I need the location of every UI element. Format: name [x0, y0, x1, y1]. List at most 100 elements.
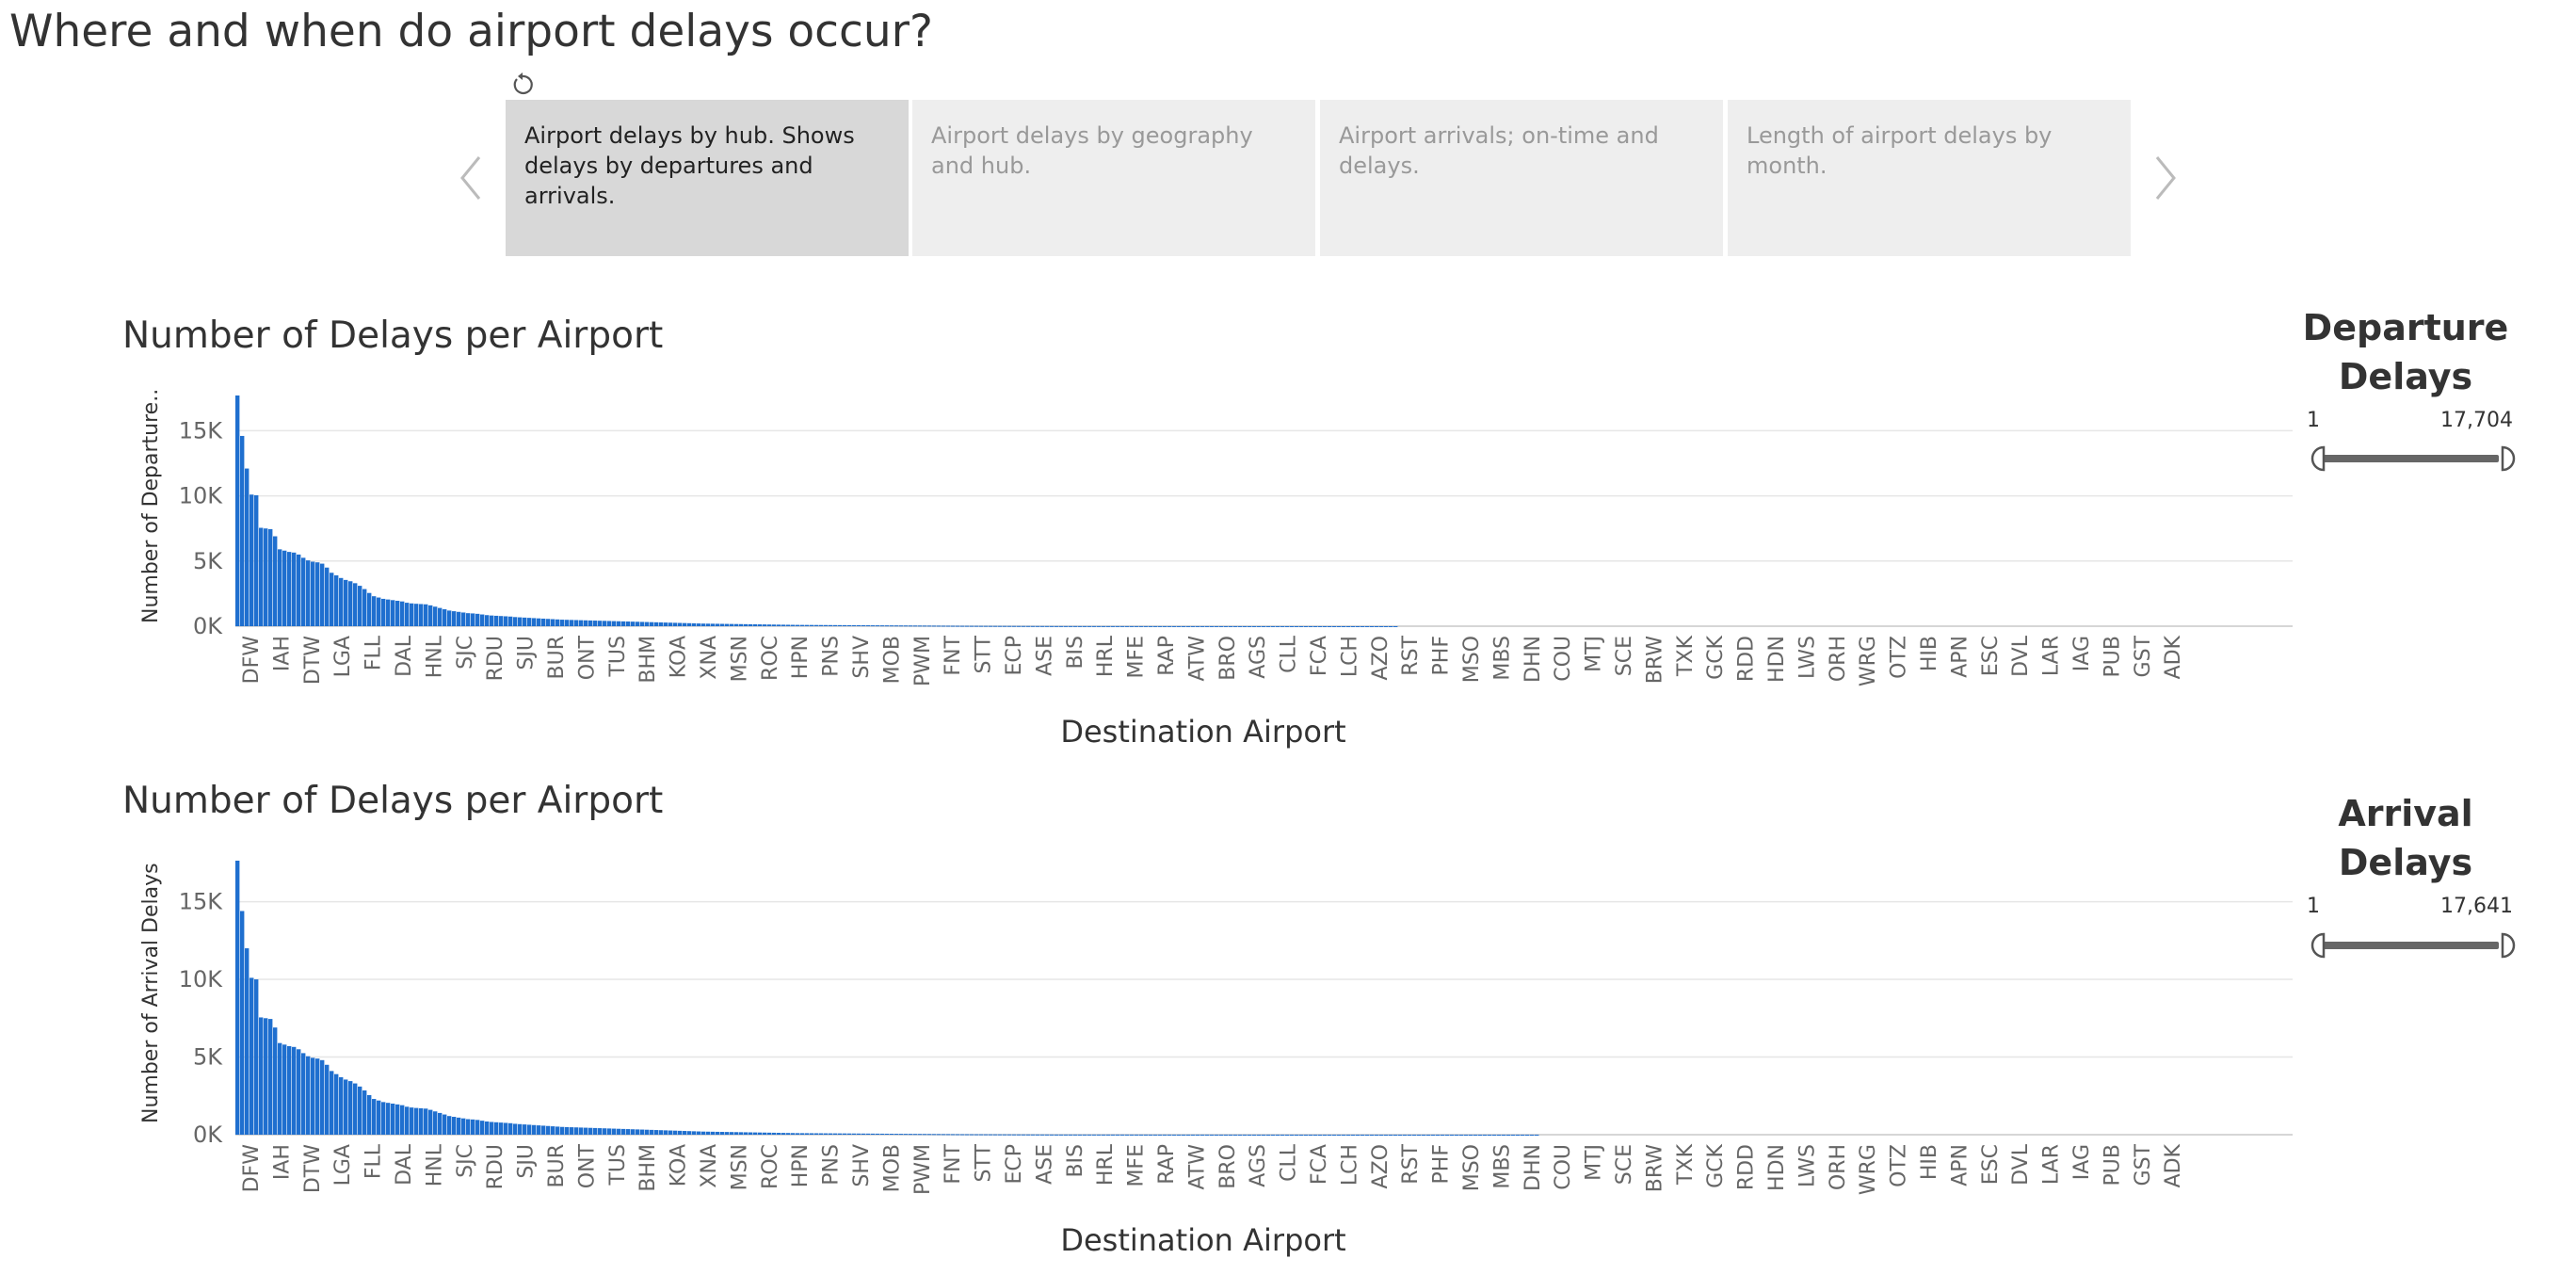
bar[interactable] [1040, 1134, 1045, 1136]
bar[interactable] [1295, 1134, 1299, 1136]
bar[interactable] [419, 604, 424, 626]
bar[interactable] [1360, 1134, 1365, 1136]
bar[interactable] [259, 1017, 264, 1135]
bar[interactable] [414, 604, 419, 626]
bar[interactable] [716, 623, 720, 626]
bar[interactable] [268, 1019, 273, 1135]
bar[interactable] [1022, 1134, 1026, 1136]
bar[interactable] [377, 1100, 381, 1135]
bar[interactable] [593, 1127, 598, 1135]
bar[interactable] [306, 1056, 311, 1135]
bar[interactable] [956, 1134, 960, 1136]
bar[interactable] [805, 1133, 810, 1135]
bar[interactable] [880, 1133, 885, 1135]
bar[interactable] [1120, 1134, 1125, 1136]
bar[interactable] [857, 1133, 861, 1135]
bar[interactable] [913, 625, 918, 627]
bar[interactable] [645, 621, 650, 626]
bar[interactable] [673, 622, 678, 626]
bar[interactable] [800, 624, 805, 626]
bar[interactable] [1059, 625, 1064, 627]
bar[interactable] [894, 625, 899, 627]
bar[interactable] [1064, 625, 1069, 627]
bar[interactable] [551, 619, 555, 626]
bar[interactable] [687, 1131, 692, 1135]
bar[interactable] [1200, 625, 1205, 627]
bar[interactable] [330, 1071, 334, 1135]
bar[interactable] [876, 625, 880, 627]
bar[interactable] [452, 611, 457, 626]
bar[interactable] [1229, 625, 1233, 627]
bar[interactable] [890, 1134, 894, 1136]
bar[interactable] [367, 592, 372, 626]
bar[interactable] [1422, 1134, 1426, 1136]
bar[interactable] [301, 1053, 306, 1135]
bar[interactable] [777, 624, 781, 626]
bar[interactable] [1262, 625, 1266, 627]
story-point-2[interactable]: Airport delays by geography and hub. [912, 100, 1315, 256]
bar[interactable] [1102, 1134, 1106, 1136]
bar[interactable] [1078, 625, 1083, 627]
bar[interactable] [518, 1123, 523, 1135]
bar[interactable] [1276, 1134, 1280, 1136]
bar[interactable] [1389, 625, 1393, 627]
bar[interactable] [1469, 1134, 1473, 1136]
bar[interactable] [598, 621, 603, 626]
bar[interactable] [254, 979, 259, 1135]
bar[interactable] [1205, 625, 1210, 627]
bar[interactable] [1233, 625, 1238, 627]
bar[interactable] [1059, 1134, 1064, 1136]
bar[interactable] [1408, 1134, 1412, 1136]
bar[interactable] [833, 1133, 838, 1135]
bar[interactable] [946, 1134, 951, 1136]
bar[interactable] [960, 1134, 965, 1136]
bar[interactable] [753, 1132, 758, 1135]
bar[interactable] [1521, 1134, 1525, 1136]
bar[interactable] [1092, 625, 1097, 627]
bar[interactable] [650, 621, 654, 626]
bar[interactable] [1224, 625, 1229, 627]
bar[interactable] [932, 625, 937, 627]
bar[interactable] [1360, 625, 1365, 627]
bar[interactable] [843, 624, 847, 626]
bar[interactable] [254, 494, 259, 626]
arrival-delays-min-handle[interactable] [2303, 932, 2327, 959]
bar[interactable] [320, 563, 325, 626]
bar[interactable] [1017, 1134, 1022, 1136]
bar[interactable] [1328, 1134, 1332, 1136]
bar[interactable] [499, 1122, 504, 1135]
bar[interactable] [1497, 1134, 1502, 1136]
bar[interactable] [410, 603, 414, 626]
bar[interactable] [240, 435, 245, 626]
bar[interactable] [838, 1133, 843, 1135]
bar[interactable] [433, 1111, 438, 1135]
bar[interactable] [395, 601, 400, 626]
bar[interactable] [814, 1133, 819, 1135]
bar[interactable] [1083, 625, 1087, 627]
bar[interactable] [786, 624, 791, 626]
bar[interactable] [989, 1134, 993, 1136]
bar[interactable] [339, 1076, 344, 1135]
bar[interactable] [1525, 1134, 1530, 1136]
bar[interactable] [480, 614, 485, 626]
bar[interactable] [551, 1126, 555, 1135]
bar[interactable] [325, 567, 330, 626]
bar[interactable] [1036, 625, 1040, 627]
bar[interactable] [1403, 1134, 1408, 1136]
bar[interactable] [1502, 1134, 1506, 1136]
bar[interactable] [1097, 625, 1102, 627]
bar[interactable] [1285, 625, 1290, 627]
bar[interactable] [1055, 625, 1059, 627]
bar[interactable] [1007, 1134, 1012, 1136]
bar[interactable] [532, 618, 537, 626]
bar[interactable] [546, 619, 551, 626]
bar[interactable] [447, 1116, 452, 1135]
bar[interactable] [984, 1134, 989, 1136]
bar[interactable] [1346, 625, 1351, 627]
bar[interactable] [885, 1133, 890, 1135]
bar[interactable] [697, 623, 701, 626]
bar[interactable] [240, 911, 245, 1135]
bar[interactable] [852, 1133, 857, 1135]
bar[interactable] [796, 1133, 800, 1135]
bar[interactable] [621, 1128, 626, 1135]
